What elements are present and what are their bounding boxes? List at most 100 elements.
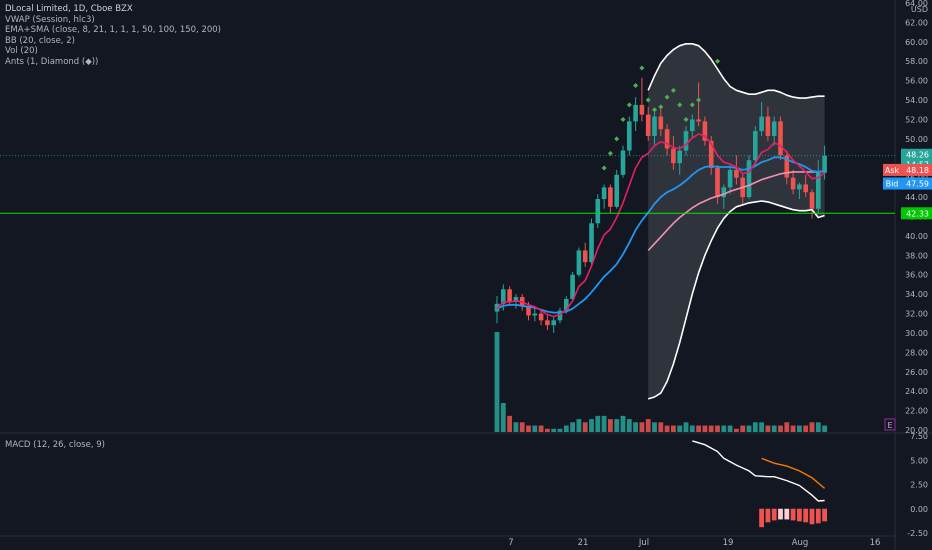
price-tick-label: 38.00 xyxy=(905,251,928,260)
macd-histogram-bar xyxy=(822,508,827,522)
ask-price-tag-label: Ask xyxy=(885,166,900,175)
volume-bar xyxy=(702,425,708,432)
ants-legend[interactable]: Ants (1, Diamond (◆)) xyxy=(5,56,99,67)
price-tick-label: 24.00 xyxy=(905,387,928,396)
volume-bar xyxy=(752,422,758,432)
candle-body xyxy=(614,174,619,207)
ema-sma-legend[interactable]: EMA+SMA (close, 8, 21, 1, 1, 1, 50, 100,… xyxy=(5,25,221,35)
volume-bar xyxy=(790,425,796,432)
level-price-tag-value: 42.33 xyxy=(906,209,929,218)
macd-tick-label: 2.50 xyxy=(910,481,928,490)
candle-body xyxy=(526,305,531,316)
candle-body xyxy=(809,192,815,209)
volume-bar xyxy=(513,422,519,432)
volume-bar xyxy=(563,425,569,432)
price-tick-label: 58.00 xyxy=(905,57,928,66)
ants-diamond-marker xyxy=(696,97,702,103)
volume-bar xyxy=(658,422,664,432)
volume-bar xyxy=(708,425,714,432)
volume-bar xyxy=(633,422,638,432)
candle-body xyxy=(734,169,739,178)
volume-bar xyxy=(494,332,500,432)
candle-body xyxy=(778,121,783,156)
candle-body xyxy=(784,155,790,178)
macd-tick-label: 5.00 xyxy=(910,456,928,465)
volume-bar xyxy=(507,415,512,432)
volume-bar xyxy=(519,422,525,432)
candle-body xyxy=(708,140,714,168)
ants-diamond-marker xyxy=(689,102,695,108)
macd-histogram-bar xyxy=(765,508,771,523)
candle-body xyxy=(803,184,808,193)
ants-diamond-marker xyxy=(607,150,613,156)
last-price-value: 48.26 xyxy=(906,151,929,160)
candle-body xyxy=(683,131,689,151)
volume-bar xyxy=(608,419,613,432)
bollinger-upper-line xyxy=(647,43,825,99)
macd-histogram-bar xyxy=(797,508,802,522)
macd-tick-label: -2.50 xyxy=(907,529,928,538)
earnings-event-marker: E xyxy=(887,421,892,430)
volume-bar xyxy=(576,419,582,432)
candle-body xyxy=(645,114,651,136)
candle-body xyxy=(822,155,827,173)
macd-line xyxy=(692,440,825,502)
volume-legend[interactable]: Vol (20) xyxy=(5,46,38,56)
volume-bar xyxy=(784,422,790,432)
volume-bar xyxy=(727,425,733,432)
ants-diamond-marker xyxy=(614,136,620,142)
candle-body xyxy=(582,250,588,263)
bid-price-tag-label: Bid xyxy=(886,180,899,189)
ants-diamond-marker xyxy=(677,102,683,108)
earnings-event-box xyxy=(884,418,896,431)
sma-line xyxy=(647,170,825,252)
indicator-legend: DLocal Limited, 1D, Cboe BZX VWAP (Sessi… xyxy=(5,4,221,67)
ants-diamond-marker xyxy=(715,58,720,64)
volume-bar xyxy=(797,425,802,432)
candle-body xyxy=(601,187,607,200)
volume-bar xyxy=(626,419,632,432)
volume-bar xyxy=(551,428,557,432)
macd-histogram-bar xyxy=(803,508,809,523)
volume-bar xyxy=(620,415,626,432)
macd-tick-label: 0.00 xyxy=(910,505,928,514)
price-tick-label: 30.00 xyxy=(905,329,928,338)
candle-body xyxy=(765,116,771,136)
ask-price-tag-box xyxy=(901,163,932,176)
price-tick-label: 36.00 xyxy=(905,271,928,280)
volume-bar xyxy=(671,425,676,432)
price-tick-label: 54.00 xyxy=(905,96,928,105)
candle-body xyxy=(771,121,777,136)
bollinger-legend[interactable]: BB (20, close, 2) xyxy=(5,35,75,46)
vwap-legend[interactable]: VWAP (Session, hlc3) xyxy=(5,14,95,25)
volume-bar xyxy=(721,425,727,432)
volume-bar xyxy=(740,425,746,432)
price-tick-label: 62.00 xyxy=(905,18,928,27)
level-price-tag-box xyxy=(901,207,932,220)
symbol-title[interactable]: DLocal Limited, 1D, Cboe BZX xyxy=(5,4,133,14)
ants-diamond-marker xyxy=(633,82,639,88)
candle-body xyxy=(545,320,550,326)
candle-body xyxy=(690,119,695,132)
volume-bar xyxy=(557,428,563,432)
candle-body xyxy=(759,116,764,132)
price-tick-label: 28.00 xyxy=(905,348,928,357)
candle-body xyxy=(753,131,758,161)
candle-body xyxy=(677,150,682,164)
candle-body xyxy=(633,104,638,122)
macd-legend[interactable]: MACD (12, 26, close, 9) xyxy=(5,440,105,450)
volume-bar xyxy=(595,415,601,432)
ema-fast-line xyxy=(496,133,826,318)
volume-bar xyxy=(570,422,575,432)
ants-diamond-marker xyxy=(620,116,626,122)
candle-body xyxy=(658,116,664,130)
candle-body xyxy=(576,250,582,275)
price-tick-label: 22.00 xyxy=(905,407,928,416)
price-tick-label: 26.00 xyxy=(905,368,928,377)
candle-body xyxy=(797,184,802,190)
candle-body xyxy=(652,116,657,136)
ask-price-tag-value: 48.18 xyxy=(906,166,929,175)
candle-body xyxy=(620,150,626,175)
time-tick-label: 21 xyxy=(578,538,589,548)
